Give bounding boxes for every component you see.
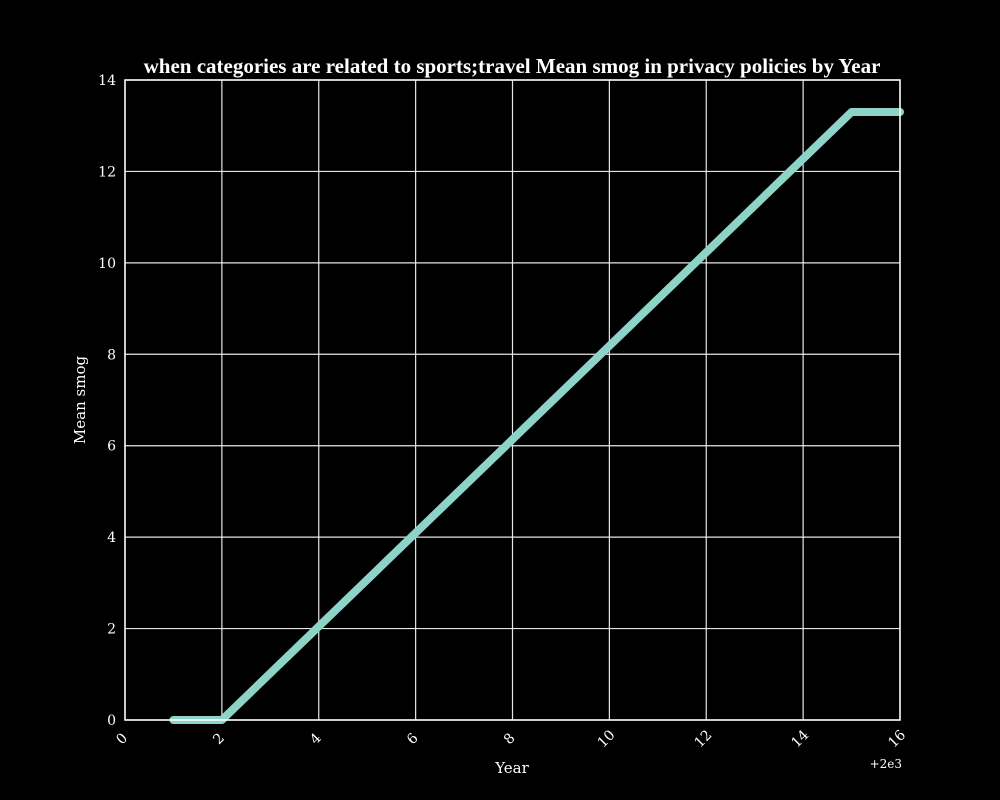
y-tick-label: 4	[107, 530, 116, 546]
axes-frame	[124, 79, 901, 721]
y-axis-label: Mean smog	[71, 356, 89, 445]
x-axis-label: Year	[494, 759, 529, 777]
y-tick-label: 12	[98, 164, 116, 180]
y-axis-ticks: 0 2 4 6 8 10 12 14	[98, 73, 116, 729]
x-axis-offset-label: +2e3	[870, 757, 902, 771]
y-tick-label: 10	[98, 256, 116, 272]
y-tick-label: 2	[107, 622, 116, 638]
y-tick-label: 8	[107, 347, 116, 363]
y-tick-label: 0	[107, 713, 116, 729]
y-tick-label: 6	[107, 439, 116, 455]
y-tick-label: 14	[98, 73, 116, 89]
chart-title: when categories are related to sports;tr…	[144, 54, 881, 78]
